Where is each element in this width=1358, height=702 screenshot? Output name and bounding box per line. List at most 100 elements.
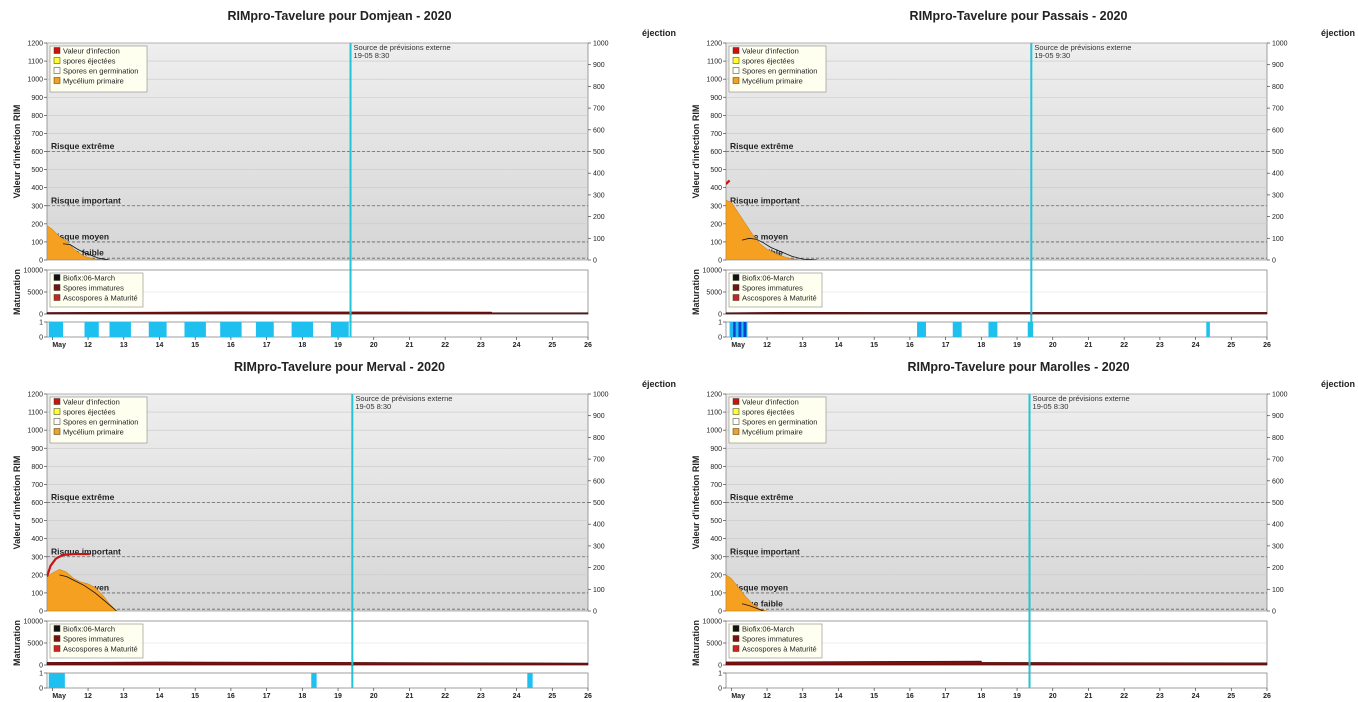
y-tick-label: 900 — [710, 95, 722, 102]
legend-swatch — [732, 625, 740, 632]
y-tick-label: 500 — [31, 167, 43, 174]
x-tick-label: 18 — [298, 342, 306, 349]
series-group — [47, 552, 117, 611]
legend-label: Biofix:06-March — [63, 274, 115, 283]
legend-swatch — [732, 57, 740, 64]
legend-label: Spores immatures — [63, 635, 124, 644]
legend-swatch — [53, 428, 61, 435]
y-tick-label: 0 — [718, 258, 722, 265]
forecast-source-time: 19-05 8:30 — [355, 402, 391, 411]
x-tick-label: 12 — [84, 342, 92, 349]
y2-tick-label: 400 — [593, 171, 605, 178]
y2-tick-label: 1000 — [1272, 392, 1288, 399]
chart-title: RIMpro-Tavelure pour Marolles - 2020 — [907, 360, 1129, 374]
x-tick-label: 19 — [334, 693, 342, 700]
series-group — [47, 225, 110, 260]
germination-line — [741, 603, 764, 611]
chart-svg: RIMpro-Tavelure pour Merval - 2020010020… — [12, 360, 676, 700]
rain-bar — [917, 322, 926, 337]
forecast-source-label: Source de prévisions externe — [355, 394, 452, 403]
rain-bar — [330, 322, 349, 337]
y2-axis-label: éjection — [1321, 28, 1355, 38]
mat-legend-box — [728, 623, 823, 659]
forecast-source-time: 19-05 8:30 — [354, 51, 390, 60]
legend-swatch — [53, 47, 61, 54]
risk-label: Risque important — [51, 546, 121, 556]
legend-label: Spores immatures — [742, 284, 803, 293]
mat-tick-label: 0 — [718, 663, 722, 670]
y2-tick-label: 500 — [1272, 149, 1284, 156]
legend-label: spores éjectées — [63, 408, 116, 417]
legend-swatch — [732, 428, 740, 435]
y-tick-label: 300 — [710, 554, 722, 561]
y2-tick-label: 500 — [593, 149, 605, 156]
x-tick-label: 21 — [1085, 693, 1093, 700]
x-tick-label: 15 — [870, 693, 878, 700]
x-tick-label: 17 — [263, 693, 271, 700]
x-tick-label: 20 — [1049, 693, 1057, 700]
y2-tick-label: 100 — [593, 236, 605, 243]
x-tick-label: 21 — [406, 693, 414, 700]
y2-tick-label: 0 — [593, 258, 597, 265]
x-tick-label: 18 — [298, 693, 306, 700]
rain-tick-label: 1 — [718, 320, 722, 327]
legend-label: Valeur d'infection — [63, 398, 120, 407]
mat-tick-label: 10000 — [703, 268, 723, 275]
maturation-area — [725, 660, 1268, 666]
legend-swatch — [732, 635, 740, 642]
mat-tick-label: 5000 — [27, 641, 43, 648]
rain-tick-label: 1 — [39, 671, 43, 678]
y-tick-label: 1100 — [28, 59, 43, 66]
legend-label: Spores immatures — [63, 284, 124, 293]
legend-swatch — [53, 284, 61, 291]
legend-label: Spores immatures — [742, 635, 803, 644]
x-tick-label: 13 — [799, 693, 807, 700]
y2-tick-label: 100 — [1272, 587, 1284, 594]
x-tick-label: 14 — [156, 693, 164, 700]
y-tick-label: 900 — [31, 95, 43, 102]
mat-tick-label: 5000 — [27, 290, 43, 297]
legend-label: Mycélium primaire — [63, 77, 124, 86]
legend-label: Spores en germination — [63, 418, 138, 427]
mat-legend-box — [728, 272, 823, 308]
maturation-area — [46, 661, 589, 666]
legend-label: spores éjectées — [742, 57, 795, 66]
legend-label: Spores en germination — [742, 418, 817, 427]
mat-axis-label: Maturation — [691, 269, 701, 315]
legend-swatch — [732, 408, 740, 415]
rain-bar-dark — [738, 322, 742, 337]
chart-svg: RIMpro-Tavelure pour Marolles - 2020 0 100… — [691, 360, 1355, 700]
chart-panel-domjean: RIMpro-Tavelure pour Domjean - 2020 0 100 2… — [0, 0, 679, 351]
infection-line — [47, 552, 90, 577]
mat-legend-box — [49, 623, 144, 659]
rain-bar — [952, 322, 962, 337]
x-tick-label: 16 — [227, 693, 235, 700]
legend-label: Ascospores à Maturité — [742, 294, 817, 303]
x-tick-label: 24 — [1192, 342, 1200, 349]
legend-swatch — [53, 274, 61, 281]
y2-tick-label: 1000 — [593, 392, 609, 399]
legend-label: Ascospores à Maturité — [63, 645, 138, 654]
x-tick-label: 23 — [477, 693, 485, 700]
x-tick-label: 12 — [763, 693, 771, 700]
x-tick-label: 21 — [1085, 342, 1093, 349]
rain-bar-dark — [733, 322, 736, 337]
mycelium-area — [726, 574, 768, 611]
y-tick-label: 200 — [710, 221, 722, 228]
y2-tick-label: 1000 — [1272, 41, 1288, 48]
risk-label: Risque extrême — [51, 492, 115, 502]
y2-tick-label: 300 — [593, 543, 605, 550]
risk-label: Risque extrême — [730, 141, 794, 151]
y2-tick-label: 900 — [593, 413, 605, 420]
forecast-source-label: Source de prévisions externe — [354, 43, 451, 52]
rain-bar-dark — [743, 322, 747, 337]
y-tick-label: 300 — [31, 554, 43, 561]
y-tick-label: 1200 — [706, 392, 722, 399]
y-tick-label: 100 — [31, 590, 43, 597]
maturation-area — [46, 311, 589, 315]
y2-tick-label: 100 — [1272, 236, 1284, 243]
y-tick-label: 400 — [31, 185, 43, 192]
legend-swatch — [53, 398, 61, 405]
